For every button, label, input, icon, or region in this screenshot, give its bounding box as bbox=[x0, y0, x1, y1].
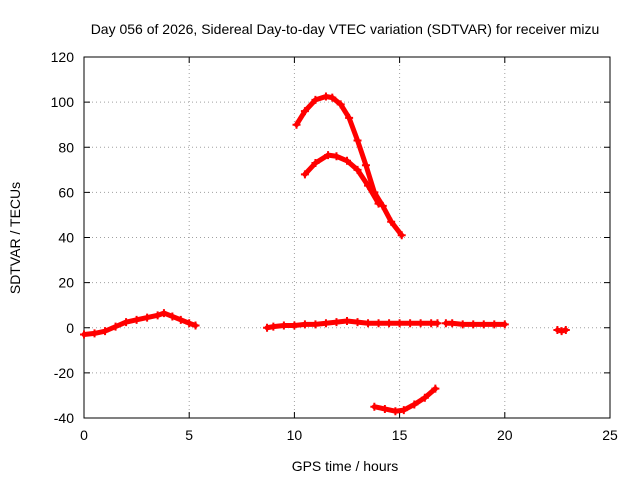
data-point bbox=[80, 330, 88, 339]
data-point bbox=[353, 136, 362, 145]
data-point bbox=[490, 320, 499, 329]
data-point bbox=[395, 319, 404, 328]
data-point bbox=[311, 159, 320, 168]
data-point bbox=[479, 320, 488, 329]
data-point bbox=[311, 95, 320, 104]
data-point bbox=[336, 100, 345, 109]
axis-ticks: 0 5 10 15 20 25 -40 -20 0 20 40 60 80 100 120 bbox=[51, 49, 618, 443]
grid-lines bbox=[84, 57, 610, 418]
x-axis-label: GPS time / hours bbox=[292, 458, 399, 474]
x-tick-label: 25 bbox=[602, 427, 618, 443]
data-point bbox=[321, 92, 330, 101]
series-track bbox=[81, 310, 199, 338]
data-point bbox=[431, 384, 440, 393]
data-point bbox=[263, 323, 272, 332]
y-tick-label: 60 bbox=[58, 184, 74, 200]
data-point bbox=[279, 321, 288, 330]
data-series-arc-7 bbox=[370, 384, 440, 416]
x-tick-label: 15 bbox=[392, 427, 408, 443]
data-point bbox=[458, 320, 467, 329]
data-point bbox=[300, 107, 309, 116]
data-point bbox=[111, 322, 120, 331]
data-series-arc-2 bbox=[263, 316, 442, 332]
data-point bbox=[321, 319, 330, 328]
series-track bbox=[264, 318, 440, 331]
data-point bbox=[343, 156, 351, 165]
data-point bbox=[361, 161, 370, 170]
x-tick-label: 5 bbox=[185, 427, 193, 443]
data-point bbox=[410, 400, 419, 409]
data-point bbox=[159, 309, 168, 318]
data-point bbox=[353, 318, 362, 327]
data-point bbox=[290, 321, 299, 330]
data-point bbox=[300, 170, 309, 179]
data-point bbox=[557, 327, 566, 336]
data-point bbox=[324, 151, 333, 160]
data-point bbox=[332, 152, 341, 161]
data-point bbox=[311, 320, 320, 329]
y-tick-label: 80 bbox=[58, 139, 74, 155]
data-point bbox=[153, 311, 162, 320]
data-point bbox=[387, 217, 396, 226]
data-point bbox=[345, 113, 354, 122]
data-point bbox=[353, 165, 362, 174]
data-series-arc-6 bbox=[300, 151, 383, 208]
y-tick-label: -40 bbox=[54, 410, 74, 426]
x-tick-label: 10 bbox=[287, 427, 303, 443]
series-track bbox=[302, 152, 382, 207]
data-point bbox=[101, 327, 110, 336]
data-point bbox=[416, 319, 425, 328]
data-point bbox=[176, 315, 185, 324]
data-point bbox=[397, 231, 406, 240]
data-point bbox=[561, 326, 570, 335]
data-point bbox=[448, 319, 457, 328]
data-point bbox=[300, 320, 309, 329]
data-point bbox=[168, 312, 177, 321]
data-series-arc-5 bbox=[292, 92, 406, 240]
y-tick-label: -20 bbox=[54, 365, 74, 381]
data-point bbox=[328, 93, 337, 102]
series-track bbox=[371, 386, 438, 414]
data-point bbox=[132, 315, 141, 324]
chart-title: Day 056 of 2026, Sidereal Day-to-day VTE… bbox=[91, 21, 600, 37]
data-point bbox=[191, 321, 200, 330]
data-point bbox=[364, 181, 373, 190]
data-markers bbox=[80, 92, 570, 416]
data-point bbox=[343, 316, 351, 325]
data-point bbox=[380, 404, 389, 413]
y-tick-label: 100 bbox=[51, 94, 75, 110]
data-point bbox=[469, 320, 478, 329]
data-point bbox=[269, 322, 278, 331]
data-point bbox=[399, 406, 408, 415]
data-point bbox=[420, 393, 429, 402]
data-point bbox=[433, 319, 442, 328]
data-point bbox=[370, 402, 379, 411]
y-tick-label: 20 bbox=[58, 275, 74, 291]
data-point bbox=[332, 318, 341, 327]
y-tick-label: 120 bbox=[51, 49, 75, 65]
data-point bbox=[391, 407, 400, 416]
data-point bbox=[143, 313, 152, 322]
data-point bbox=[185, 319, 194, 328]
data-series-arc-1 bbox=[80, 309, 200, 339]
y-tick-label: 40 bbox=[58, 230, 74, 246]
x-tick-label: 20 bbox=[497, 427, 513, 443]
data-point bbox=[553, 326, 562, 335]
data-point bbox=[500, 320, 509, 329]
data-point bbox=[292, 120, 301, 129]
y-axis-label: SDTVAR / TECUs bbox=[7, 182, 23, 294]
data-point bbox=[406, 319, 415, 328]
data-point bbox=[378, 201, 387, 210]
data-point bbox=[374, 319, 383, 328]
data-point bbox=[364, 319, 373, 328]
data-point bbox=[90, 329, 99, 338]
data-series-arc-3 bbox=[441, 319, 509, 329]
y-tick-label: 0 bbox=[66, 320, 74, 336]
data-point bbox=[122, 318, 131, 327]
x-tick-label: 0 bbox=[80, 427, 88, 443]
data-point bbox=[385, 319, 394, 328]
data-series-arc-4 bbox=[553, 326, 570, 336]
data-point bbox=[374, 199, 383, 208]
